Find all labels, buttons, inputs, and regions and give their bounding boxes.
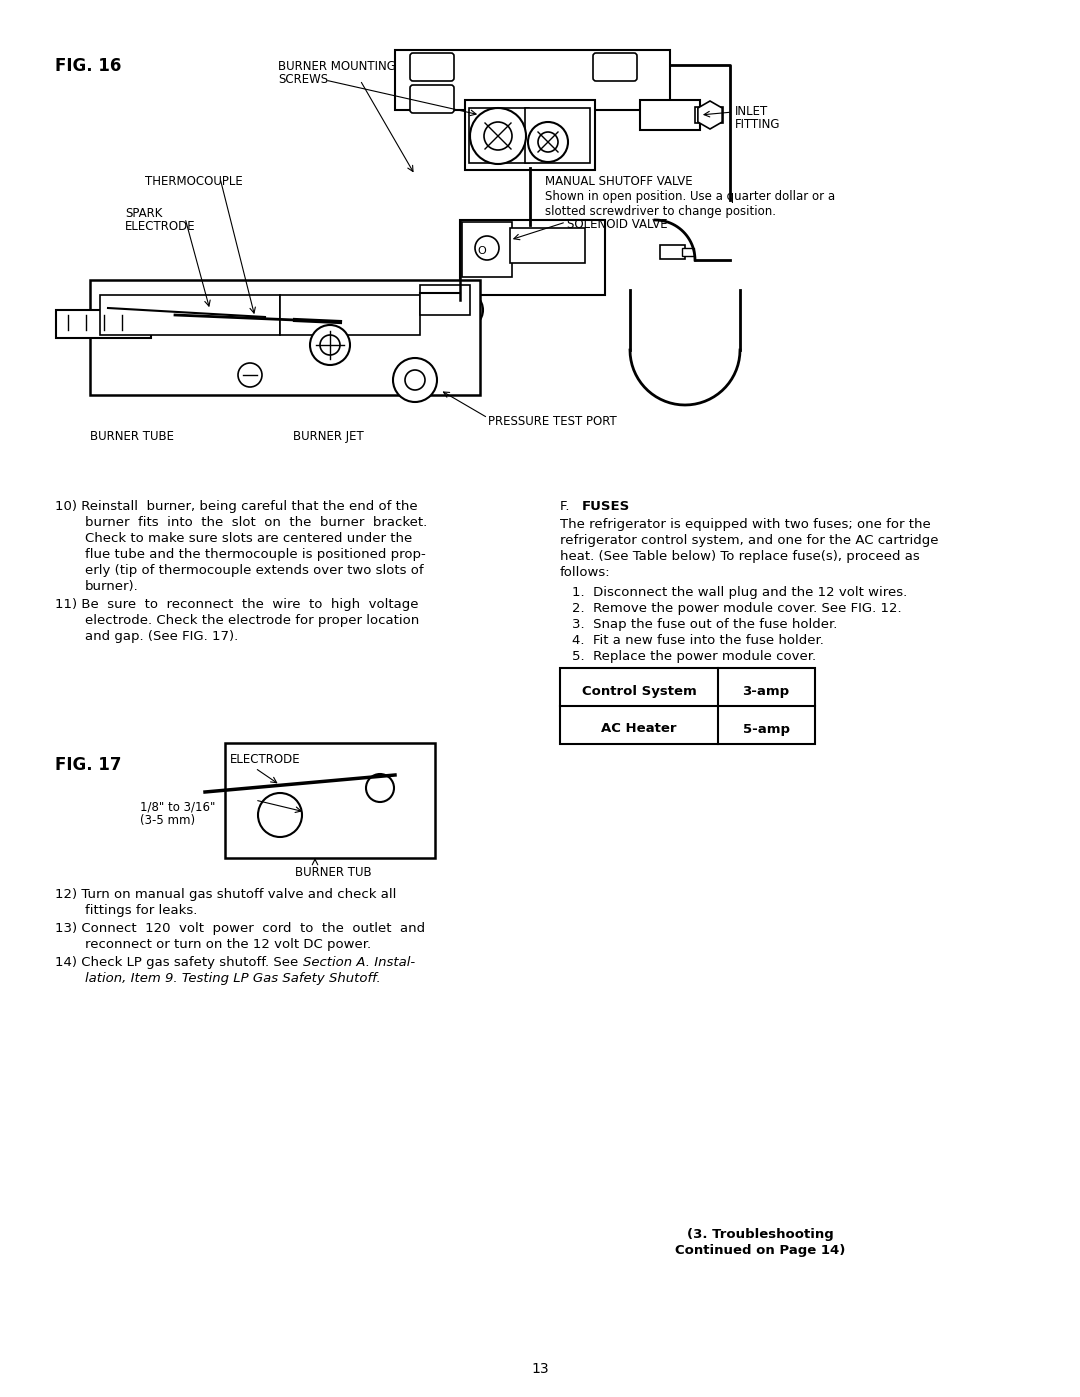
- Text: 13: 13: [531, 1362, 549, 1376]
- Bar: [696, 108, 723, 123]
- Bar: [469, 108, 529, 163]
- Text: Check to make sure slots are centered under the: Check to make sure slots are centered un…: [85, 532, 413, 545]
- Bar: [395, 50, 670, 110]
- Circle shape: [538, 131, 558, 152]
- Bar: [90, 279, 480, 395]
- Circle shape: [484, 122, 512, 149]
- Text: burner).: burner).: [85, 580, 138, 592]
- Bar: [660, 244, 685, 258]
- Circle shape: [457, 302, 473, 319]
- Bar: [420, 285, 470, 314]
- Text: and gap. (See FIG. 17).: and gap. (See FIG. 17).: [85, 630, 239, 643]
- Text: burner  fits  into  the  slot  on  the  burner  bracket.: burner fits into the slot on the burner …: [85, 515, 428, 529]
- Text: INLET: INLET: [735, 105, 768, 117]
- Text: THERMOCOUPLE: THERMOCOUPLE: [145, 175, 243, 189]
- Text: FITTING: FITTING: [735, 117, 781, 131]
- Text: Control System: Control System: [582, 685, 697, 697]
- Text: 3-amp: 3-amp: [742, 685, 789, 697]
- Text: PRESSURE TEST PORT: PRESSURE TEST PORT: [488, 415, 617, 427]
- Bar: [510, 228, 585, 263]
- Bar: [681, 249, 694, 256]
- Text: heat. (See Table below) To replace fuse(s), proceed as: heat. (See Table below) To replace fuse(…: [561, 550, 920, 563]
- Text: BURNER MOUNTING: BURNER MOUNTING: [278, 60, 396, 73]
- Text: 5.  Replace the power module cover.: 5. Replace the power module cover.: [572, 650, 816, 664]
- Text: BURNER TUB: BURNER TUB: [295, 866, 372, 879]
- Circle shape: [310, 326, 350, 365]
- Text: Continued on Page 14): Continued on Page 14): [675, 1243, 846, 1257]
- Bar: [525, 108, 590, 163]
- Text: 4.  Fit a new fuse into the fuse holder.: 4. Fit a new fuse into the fuse holder.: [572, 634, 824, 647]
- Text: 2.  Remove the power module cover. See FIG. 12.: 2. Remove the power module cover. See FI…: [572, 602, 902, 615]
- Bar: [640, 101, 700, 130]
- Circle shape: [238, 363, 262, 387]
- Circle shape: [366, 774, 394, 802]
- Circle shape: [475, 236, 499, 260]
- Text: fittings for leaks.: fittings for leaks.: [85, 904, 198, 916]
- Text: MANUAL SHUTOFF VALVE: MANUAL SHUTOFF VALVE: [545, 175, 692, 189]
- Text: 14) Check LP gas safety shutoff. See: 14) Check LP gas safety shutoff. See: [55, 956, 302, 970]
- Bar: [462, 222, 512, 277]
- Text: 11) Be  sure  to  reconnect  the  wire  to  high  voltage: 11) Be sure to reconnect the wire to hig…: [55, 598, 419, 610]
- Text: ELECTRODE: ELECTRODE: [125, 219, 195, 233]
- FancyBboxPatch shape: [593, 53, 637, 81]
- Text: FIG. 17: FIG. 17: [55, 756, 121, 774]
- Text: 10) Reinstall  burner, being careful that the end of the: 10) Reinstall burner, being careful that…: [55, 500, 418, 513]
- FancyBboxPatch shape: [410, 53, 454, 81]
- Text: 3.  Snap the fuse out of the fuse holder.: 3. Snap the fuse out of the fuse holder.: [572, 617, 837, 631]
- Text: BURNER TUBE: BURNER TUBE: [90, 430, 174, 443]
- Polygon shape: [698, 101, 723, 129]
- Circle shape: [320, 335, 340, 355]
- Text: F.: F.: [561, 500, 578, 513]
- Text: reconnect or turn on the 12 volt DC power.: reconnect or turn on the 12 volt DC powe…: [85, 937, 372, 951]
- Circle shape: [405, 370, 426, 390]
- Text: lation, Item 9. Testing LP Gas Safety Shutoff.: lation, Item 9. Testing LP Gas Safety Sh…: [85, 972, 381, 985]
- Circle shape: [470, 108, 526, 163]
- Text: O: O: [477, 246, 486, 256]
- Text: SOLENOID VALVE: SOLENOID VALVE: [567, 218, 667, 231]
- Text: (3-5 mm): (3-5 mm): [140, 814, 195, 827]
- Text: Section A. Instal-: Section A. Instal-: [303, 956, 415, 970]
- Text: SPARK: SPARK: [125, 207, 162, 219]
- Text: The refrigerator is equipped with two fuses; one for the: The refrigerator is equipped with two fu…: [561, 518, 931, 531]
- Bar: [56, 310, 151, 338]
- Text: follows:: follows:: [561, 566, 610, 578]
- Text: 13) Connect  120  volt  power  cord  to  the  outlet  and: 13) Connect 120 volt power cord to the o…: [55, 922, 426, 935]
- Text: AC Heater: AC Heater: [602, 722, 677, 735]
- Text: electrode. Check the electrode for proper location: electrode. Check the electrode for prope…: [85, 615, 419, 627]
- Text: 5-amp: 5-amp: [743, 722, 789, 735]
- Text: SCREWS: SCREWS: [278, 73, 328, 87]
- Bar: [280, 295, 420, 335]
- Circle shape: [447, 292, 483, 328]
- Text: FUSES: FUSES: [582, 500, 631, 513]
- Text: FIG. 16: FIG. 16: [55, 57, 121, 75]
- Text: slotted screwdriver to change position.: slotted screwdriver to change position.: [545, 205, 777, 218]
- Circle shape: [393, 358, 437, 402]
- Text: Shown in open position. Use a quarter dollar or a: Shown in open position. Use a quarter do…: [545, 190, 835, 203]
- Text: 1.  Disconnect the wall plug and the 12 volt wires.: 1. Disconnect the wall plug and the 12 v…: [572, 585, 907, 599]
- Text: refrigerator control system, and one for the AC cartridge: refrigerator control system, and one for…: [561, 534, 939, 548]
- Bar: [561, 668, 815, 745]
- Text: (3. Troubleshooting: (3. Troubleshooting: [687, 1228, 834, 1241]
- Bar: [225, 743, 435, 858]
- Bar: [100, 295, 280, 335]
- Text: BURNER JET: BURNER JET: [293, 430, 363, 443]
- FancyBboxPatch shape: [410, 85, 454, 113]
- Text: flue tube and the thermocouple is positioned prop-: flue tube and the thermocouple is positi…: [85, 548, 426, 562]
- Circle shape: [258, 793, 302, 837]
- Circle shape: [528, 122, 568, 162]
- Text: 1/8" to 3/16": 1/8" to 3/16": [140, 800, 215, 813]
- Text: ELECTRODE: ELECTRODE: [230, 753, 300, 766]
- Bar: [465, 101, 595, 170]
- Text: 12) Turn on manual gas shutoff valve and check all: 12) Turn on manual gas shutoff valve and…: [55, 888, 396, 901]
- Text: erly (tip of thermocouple extends over two slots of: erly (tip of thermocouple extends over t…: [85, 564, 423, 577]
- Bar: [460, 219, 605, 295]
